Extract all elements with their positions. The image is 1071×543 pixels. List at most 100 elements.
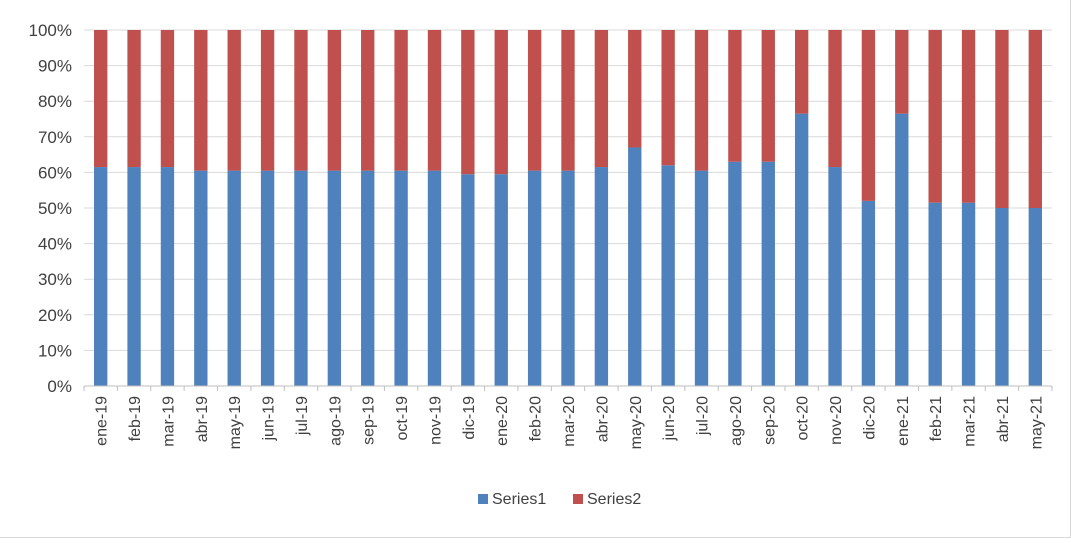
y-tick-label: 0% xyxy=(47,377,72,396)
bar-series2 xyxy=(427,30,442,171)
x-tick-label: abr-20 xyxy=(594,396,611,442)
x-tick-label: mar-20 xyxy=(561,396,578,447)
bar-series2 xyxy=(828,30,842,168)
bar-series1 xyxy=(728,161,742,386)
x-tick-label: sep-20 xyxy=(761,396,778,445)
x-tick-label: jul-19 xyxy=(294,396,311,436)
y-tick-label: 20% xyxy=(38,306,72,325)
bar-series1 xyxy=(327,170,342,386)
bar-series2 xyxy=(527,30,542,171)
x-tick-label: oct-19 xyxy=(394,396,411,441)
bar-series1 xyxy=(861,200,876,386)
bar-series1 xyxy=(961,202,976,386)
y-tick-label: 10% xyxy=(38,341,72,360)
x-tick-label: ago-19 xyxy=(327,396,344,446)
x-tick-label: feb-19 xyxy=(127,396,144,441)
x-tick-label: sep-19 xyxy=(361,396,378,445)
bar-series1 xyxy=(561,170,575,386)
bar-series1 xyxy=(260,170,275,386)
bar-series2 xyxy=(1028,30,1042,208)
x-tick-label: feb-21 xyxy=(928,396,945,441)
bar-series2 xyxy=(761,30,775,162)
x-tick-label: jul-20 xyxy=(695,396,712,436)
bars xyxy=(94,30,1042,386)
x-tick-label: abr-21 xyxy=(995,396,1012,442)
bar-series2 xyxy=(661,30,675,166)
x-tick-label: ago-20 xyxy=(728,396,745,446)
x-tick-label: feb-20 xyxy=(528,396,545,441)
bar-series1 xyxy=(494,174,508,386)
bar-series1 xyxy=(694,170,709,386)
y-tick-label: 40% xyxy=(38,235,72,254)
bar-series2 xyxy=(260,30,275,171)
x-tick-label: ene-20 xyxy=(494,396,511,446)
legend-label: Series2 xyxy=(587,491,641,508)
bar-series1 xyxy=(794,113,809,386)
legend: Series1 Series2 xyxy=(478,491,641,508)
bar-series2 xyxy=(794,30,809,114)
bar-series1 xyxy=(527,170,542,386)
x-tick-label: ene-19 xyxy=(94,396,111,446)
y-tick-label: 50% xyxy=(38,199,72,218)
bar-series1 xyxy=(160,167,175,386)
bar-series2 xyxy=(694,30,709,171)
x-tick-label: mar-19 xyxy=(160,396,177,447)
bar-series1 xyxy=(127,167,141,386)
bar-series2 xyxy=(895,30,909,114)
bar-series1 xyxy=(1028,208,1042,386)
x-tick-label: may-21 xyxy=(1028,396,1045,449)
x-tick-label: nov-20 xyxy=(828,396,845,445)
legend-swatch xyxy=(573,494,583,504)
x-tick-label: oct-20 xyxy=(795,396,812,441)
x-tick-label: dic-20 xyxy=(861,396,878,440)
y-tick-label: 70% xyxy=(38,128,72,147)
bar-series1 xyxy=(394,170,408,386)
bar-series1 xyxy=(361,170,375,386)
bar-series1 xyxy=(895,113,909,386)
bar-series2 xyxy=(561,30,575,171)
bar-series2 xyxy=(728,30,742,162)
bar-series2 xyxy=(127,30,141,168)
bar-series1 xyxy=(995,208,1009,386)
bar-series2 xyxy=(928,30,942,203)
y-tick-label: 100% xyxy=(29,21,72,40)
bar-series2 xyxy=(961,30,976,203)
x-tick-label: jun-20 xyxy=(661,396,678,442)
bar-series2 xyxy=(94,30,108,168)
y-tick-label: 60% xyxy=(38,163,72,182)
bar-series1 xyxy=(628,147,642,386)
bar-series2 xyxy=(861,30,876,201)
bar-series2 xyxy=(327,30,342,171)
x-tick-label: abr-19 xyxy=(194,396,211,442)
bar-series1 xyxy=(594,167,609,386)
bar-series1 xyxy=(928,202,942,386)
x-tick-label: dic-19 xyxy=(461,396,478,440)
bar-series1 xyxy=(294,170,308,386)
bar-series2 xyxy=(394,30,408,171)
x-tick-label: jun-19 xyxy=(261,396,278,442)
bar-series1 xyxy=(194,170,208,386)
bar-series2 xyxy=(227,30,241,171)
y-tick-label: 30% xyxy=(38,270,72,289)
bar-series1 xyxy=(661,165,675,386)
bar-series2 xyxy=(461,30,475,175)
bar-series1 xyxy=(94,167,108,386)
bar-series2 xyxy=(594,30,609,168)
bar-series1 xyxy=(828,167,842,386)
bar-series2 xyxy=(294,30,308,171)
y-tick-label: 90% xyxy=(38,57,72,76)
bar-series2 xyxy=(160,30,175,168)
bar-series1 xyxy=(761,161,775,386)
bar-series1 xyxy=(227,170,241,386)
bar-series1 xyxy=(461,174,475,386)
bar-series2 xyxy=(361,30,375,171)
x-tick-label: mar-21 xyxy=(962,396,979,447)
x-tick-label: nov-19 xyxy=(427,396,444,445)
bar-series2 xyxy=(628,30,642,148)
x-tick-label: may-20 xyxy=(628,396,645,449)
bar-series1 xyxy=(427,170,442,386)
y-axis: 0% 10% 20% 30% 40% 50% 60% 70% 80% 90% 100% xyxy=(29,21,72,396)
x-tick-label: ene-21 xyxy=(895,396,912,446)
